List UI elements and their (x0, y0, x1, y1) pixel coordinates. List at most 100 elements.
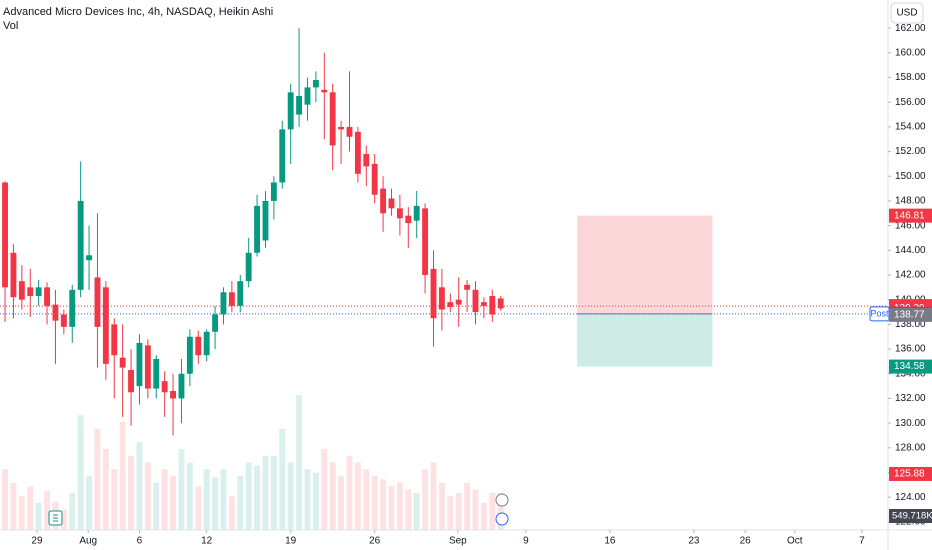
candle-body (10, 252, 17, 298)
candle-body (186, 336, 193, 374)
candle-body (287, 92, 294, 130)
volume-bar (128, 455, 134, 530)
candle-body (220, 292, 227, 315)
volume-bar (296, 395, 303, 530)
x-tick-label: Sep (449, 536, 467, 547)
y-tick-label: 124.00 (895, 492, 926, 503)
price-tag-label: 138.77 (894, 310, 925, 321)
candle-body (354, 131, 361, 174)
x-tick-label: 26 (369, 536, 381, 547)
candle-body (304, 87, 311, 105)
volume-bar (178, 449, 185, 530)
candle-body (170, 391, 177, 399)
icon[interactable] (495, 512, 509, 526)
y-tick-label: 150.00 (895, 171, 926, 182)
price-tag (889, 466, 932, 481)
volume-tag (889, 509, 932, 523)
volume-bar (94, 428, 101, 530)
candle-body (18, 281, 25, 300)
volume-bar (304, 469, 311, 530)
volume-bar (447, 496, 454, 530)
price-tag-label: 125.88 (894, 469, 925, 480)
volume-bar (338, 476, 345, 530)
y-tick-label: 160.00 (895, 47, 926, 58)
candle-body (153, 358, 160, 389)
session-tag-label: Post (870, 308, 889, 318)
volume-bar (430, 462, 437, 530)
x-tick-label: Aug (79, 536, 97, 547)
price-tag (889, 208, 932, 223)
candle-body (380, 188, 387, 214)
volume-bar (69, 492, 76, 530)
candle-body (480, 302, 487, 306)
volume-bar (186, 462, 193, 530)
volume-bar (262, 455, 269, 530)
y-tick-label: 162.00 (895, 23, 926, 34)
candle-body (136, 342, 143, 387)
candle-body (60, 314, 67, 327)
volume-bar (396, 482, 403, 530)
candle-body (254, 205, 261, 253)
icon[interactable] (495, 493, 509, 507)
candle-body (119, 357, 126, 368)
candle-body (35, 287, 42, 296)
candle-body (86, 255, 92, 261)
y-tick-label: 132.00 (895, 393, 926, 404)
volume-bar (497, 492, 504, 530)
volume-bar (329, 462, 336, 530)
volume-bar (153, 482, 160, 530)
candle-body (296, 96, 303, 115)
candle-body (472, 289, 479, 313)
volume-bar (413, 492, 420, 530)
x-tick-label: 29 (31, 536, 43, 547)
candle-body (203, 331, 210, 356)
volume-bar (287, 462, 294, 530)
x-tick-label: 19 (285, 536, 297, 547)
candle-body (371, 163, 378, 195)
y-tick-label: 142.00 (895, 270, 926, 281)
volume-bar (35, 503, 42, 530)
volume-bar (455, 492, 462, 530)
candle-body (212, 314, 219, 332)
volume-bar (270, 455, 277, 530)
volume-bar (489, 492, 496, 530)
candle-body (338, 126, 345, 130)
x-tick-label: 12 (201, 536, 213, 547)
volume-bar (60, 509, 67, 530)
candle-body (44, 287, 50, 306)
volume-bar (354, 462, 361, 530)
candle-body (195, 336, 202, 356)
volume-bar (86, 476, 92, 530)
currency-button[interactable] (890, 2, 924, 24)
volume-label: Vol (3, 20, 18, 32)
volume-bar (212, 477, 219, 530)
volume-bar (161, 469, 168, 530)
candle-body (312, 79, 319, 88)
y-tick-label: 128.00 (895, 442, 926, 453)
volume-bar (237, 476, 244, 530)
volume-bar (254, 465, 261, 530)
candle-body (405, 215, 412, 224)
volume-bar (405, 489, 412, 530)
volume-bar (388, 486, 395, 530)
candle-body (52, 304, 59, 321)
candle-body (262, 200, 269, 241)
candle-body (497, 298, 504, 309)
volume-bar (380, 479, 387, 530)
volume-bar (321, 449, 328, 530)
volume-bar (44, 490, 50, 530)
volume-bar (363, 469, 370, 530)
candle-body (77, 200, 84, 290)
currency-label[interactable]: USD (896, 8, 917, 19)
y-tick-label: 156.00 (895, 97, 926, 108)
y-tick-label: 136.00 (895, 344, 926, 355)
y-tick-label: 146.00 (895, 220, 926, 231)
x-tick-label: 7 (859, 536, 865, 547)
y-tick-label: 148.00 (895, 196, 926, 207)
position-profit (577, 313, 713, 367)
candle-body (2, 182, 8, 288)
y-tick-label: 144.00 (895, 245, 926, 256)
volume-bar (144, 462, 151, 530)
price-tag-label: 146.81 (894, 210, 925, 221)
